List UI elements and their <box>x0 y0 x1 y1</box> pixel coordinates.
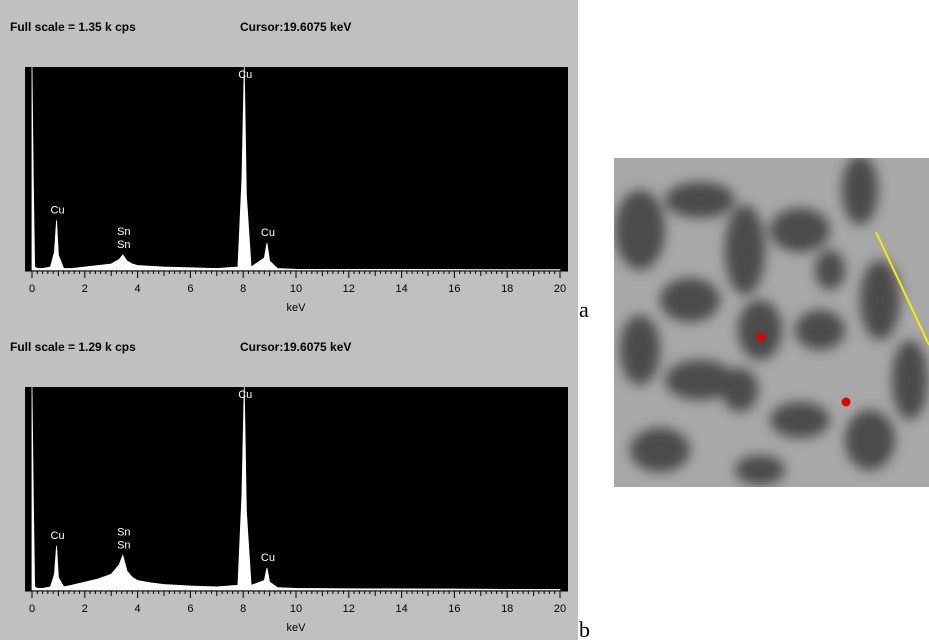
x-tick-label: 16 <box>448 283 460 295</box>
x-tick-label: 6 <box>187 603 193 615</box>
cursor: Cursor:19.6075 keV <box>240 20 351 34</box>
spectrum-panel: Full scale = 1.29 k cps Cursor:19.6075 ke… <box>0 320 578 640</box>
x-tick-label: 0 <box>29 283 35 295</box>
x-tick-label: 6 <box>187 283 193 295</box>
x-tick-label: 8 <box>240 283 246 295</box>
peak-label: Cu <box>51 530 65 542</box>
x-tick-label: 20 <box>554 603 566 615</box>
x-tick-label: 20 <box>554 283 566 295</box>
spectrum <box>31 66 561 271</box>
panel-letter: b <box>579 617 590 640</box>
peak-label: Sn <box>117 226 130 238</box>
x-tick-label: 12 <box>343 603 355 615</box>
x-tick-label: 12 <box>343 283 355 295</box>
x-tick-label: 4 <box>135 283 141 295</box>
peak-label: Cu <box>261 227 275 239</box>
x-tick-label: 18 <box>501 603 513 615</box>
peak-label: Sn <box>117 526 130 538</box>
plot-area <box>25 67 568 271</box>
peak-label: Sn <box>117 239 130 251</box>
micrograph <box>614 158 929 487</box>
peak-label: Cu <box>51 204 65 216</box>
x-tick-label: 2 <box>82 283 88 295</box>
x-tick-label: 14 <box>395 603 407 615</box>
header: Full scale = 1.29 k cps <box>10 340 136 354</box>
spectrum-panel: Full scale = 1.35 k cps Cursor:19.6075 ke… <box>0 0 578 320</box>
x-tick-label: 4 <box>135 603 141 615</box>
peak-label: Sn <box>117 539 130 551</box>
x-tick-label: 2 <box>82 603 88 615</box>
x-axis-label: keV <box>287 622 307 634</box>
cursor: Cursor:19.6075 keV <box>240 340 351 354</box>
x-tick-label: 16 <box>448 603 460 615</box>
x-tick-label: 14 <box>395 283 407 295</box>
plot-area <box>25 387 568 591</box>
peak-label: Cu <box>261 552 275 564</box>
panel-letter: a <box>579 297 589 322</box>
header: Full scale = 1.35 k cps <box>10 20 136 34</box>
x-tick-label: 10 <box>290 603 302 615</box>
x-tick-label: 8 <box>240 603 246 615</box>
x-tick-label: 0 <box>29 603 35 615</box>
spectrum <box>31 386 561 591</box>
x-axis-label: keV <box>287 302 307 314</box>
peak-label: Cu <box>238 69 252 81</box>
x-tick-label: 10 <box>290 283 302 295</box>
x-tick-label: 18 <box>501 283 513 295</box>
peak-label: Cu <box>238 389 252 401</box>
